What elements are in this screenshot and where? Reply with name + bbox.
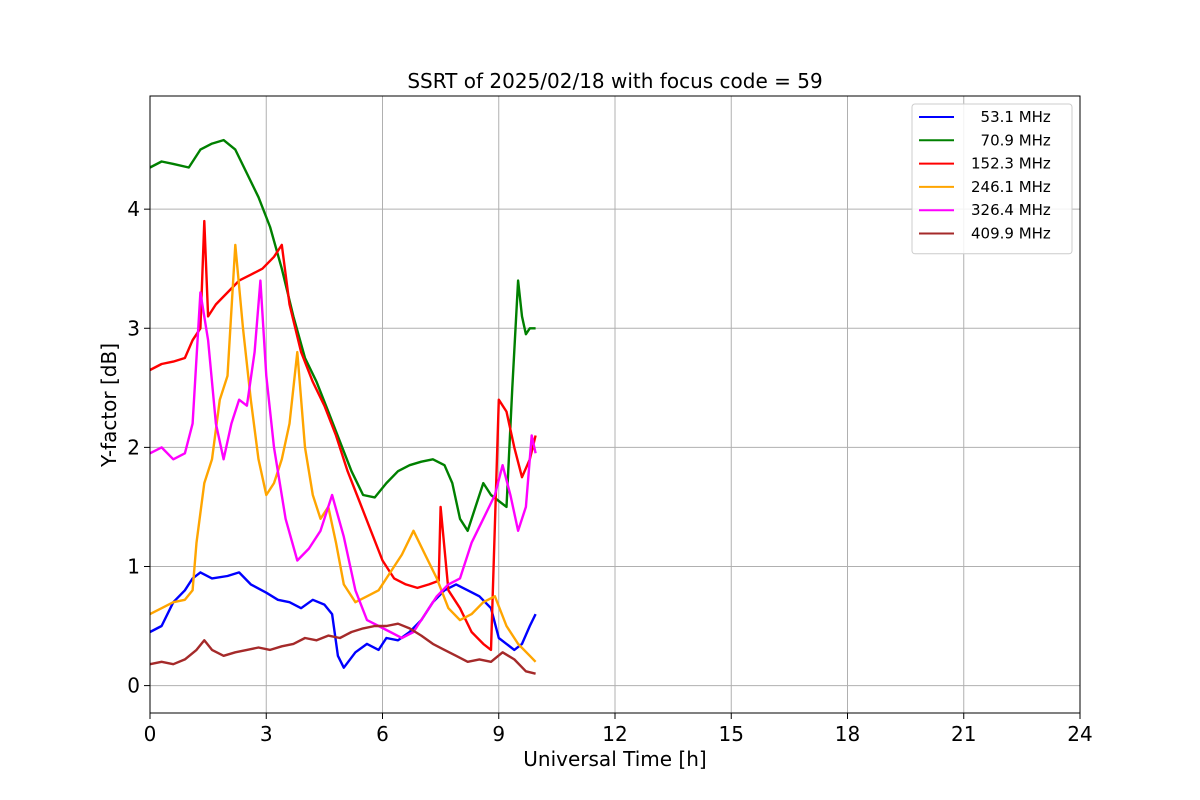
y-tick-label: 4 (127, 197, 140, 221)
x-tick-label: 15 (719, 722, 744, 746)
legend-label: 152.3 MHz (971, 155, 1051, 173)
x-tick-label: 0 (144, 722, 157, 746)
x-tick-label: 3 (260, 722, 273, 746)
x-tick-label: 9 (492, 722, 505, 746)
legend-label: 53.1 MHz (971, 108, 1051, 126)
x-tick-label: 18 (835, 722, 860, 746)
x-tick-label: 24 (1067, 722, 1092, 746)
chart-title: SSRT of 2025/02/18 with focus code = 59 (407, 69, 822, 93)
y-tick-label: 1 (127, 554, 140, 578)
x-axis-label: Universal Time [h] (523, 747, 706, 771)
series-line-152-3-mhz (149, 219, 537, 652)
series-line-70-9-mhz (149, 138, 536, 532)
legend-label: 409.9 MHz (971, 225, 1051, 243)
x-tick-label: 21 (951, 722, 976, 746)
legend: 53.1 MHz 70.9 MHz 152.3 MHz 246.1 MHz 326.4… (911, 103, 1073, 255)
series-line-53-1-mhz (149, 571, 537, 669)
y-tick-label: 3 (127, 316, 140, 340)
x-tick-label: 6 (376, 722, 389, 746)
y-tick-label: 0 (127, 674, 140, 698)
x-tick-label: 12 (602, 722, 627, 746)
series-line-326-4-mhz (149, 279, 537, 640)
series-line-246-1-mhz (149, 243, 537, 663)
series-line-409-9-mhz (149, 622, 536, 675)
legend-label: 326.4 MHz (971, 201, 1051, 219)
series-layer (149, 138, 537, 675)
y-axis-label: Y-factor [dB] (97, 343, 121, 468)
legend-label: 246.1 MHz (971, 178, 1051, 196)
legend-label: 70.9 MHz (971, 131, 1051, 149)
y-tick-label: 2 (127, 435, 140, 459)
legend-box (911, 103, 1073, 255)
